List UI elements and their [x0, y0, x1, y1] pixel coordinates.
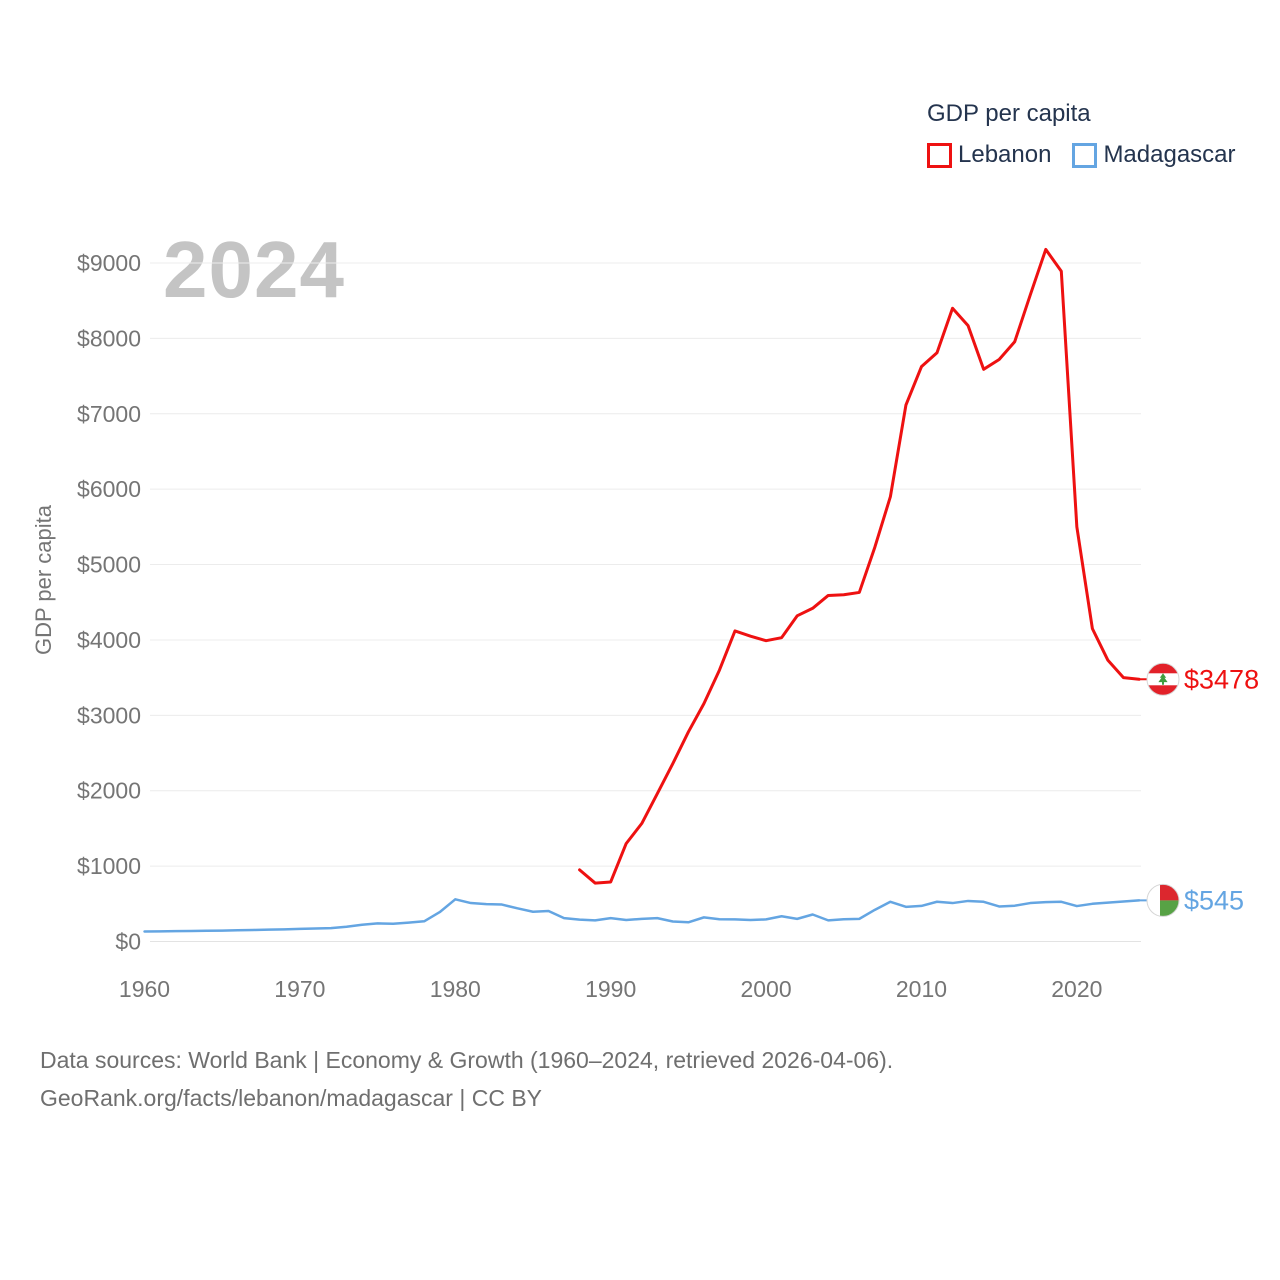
lebanon-end-value-label: $3478 [1184, 664, 1259, 694]
y-tick-label: $8000 [77, 325, 141, 351]
legend-item-label: Lebanon [958, 141, 1052, 168]
lebanon-flag-icon [1146, 662, 1180, 696]
x-tick-label: 1960 [119, 976, 170, 1002]
series-lines [143, 247, 1163, 933]
x-tick-label: 1980 [430, 976, 481, 1002]
legend-item-lebanon[interactable]: Lebanon [927, 141, 1051, 169]
legend-items: Lebanon Madagascar [927, 141, 1236, 169]
year-watermark: 2024 [163, 225, 345, 314]
y-axis-tick-labels: $0 $1000 $2000 $3000 $4000 $5000 $6000 $7000 $80… [77, 250, 141, 955]
y-tick-label: $4000 [77, 627, 141, 653]
footer-attribution: GeoRank.org/facts/lebanon/madagascar | C… [40, 1085, 543, 1111]
y-tick-label: $3000 [77, 702, 141, 728]
x-tick-label: 1990 [585, 976, 636, 1002]
y-tick-label: $9000 [77, 250, 141, 276]
madagascar-line-series[interactable] [143, 898, 1141, 933]
y-tick-label: $0 [115, 929, 141, 955]
y-tick-label: $2000 [77, 778, 141, 804]
x-tick-label: 2020 [1051, 976, 1102, 1002]
lebanon-series-swatch-icon [927, 142, 952, 168]
madagascar-series-swatch-icon [1072, 142, 1098, 168]
legend-title: GDP per capita [927, 100, 1091, 127]
x-tick-label: 2000 [740, 976, 791, 1002]
madagascar-end-value-label: $545 [1184, 885, 1244, 915]
y-tick-label: $1000 [77, 853, 141, 879]
x-tick-label: 2010 [896, 976, 947, 1002]
legend: GDP per capita Lebanon Madagascar [927, 101, 1236, 169]
x-axis-tick-labels: 1960 1970 1980 1990 2000 2010 2020 [119, 976, 1103, 1002]
x-tick-label: 1970 [274, 976, 325, 1002]
y-tick-label: $6000 [77, 476, 141, 502]
y-tick-label: $7000 [77, 401, 141, 427]
legend-item-label: Madagascar [1103, 141, 1236, 168]
gridlines [150, 262, 1141, 942]
footer: Data sources: World Bank | Economy & Gro… [40, 1041, 893, 1117]
y-tick-label: $5000 [77, 552, 141, 578]
madagascar-flag-icon [1146, 883, 1180, 917]
lebanon-line-series[interactable] [578, 247, 1141, 885]
series-end-labels: $3478 $545 [1184, 664, 1259, 915]
footer-sources: Data sources: World Bank | Economy & Gro… [40, 1047, 894, 1073]
legend-item-madagascar[interactable]: Madagascar [1072, 141, 1236, 169]
